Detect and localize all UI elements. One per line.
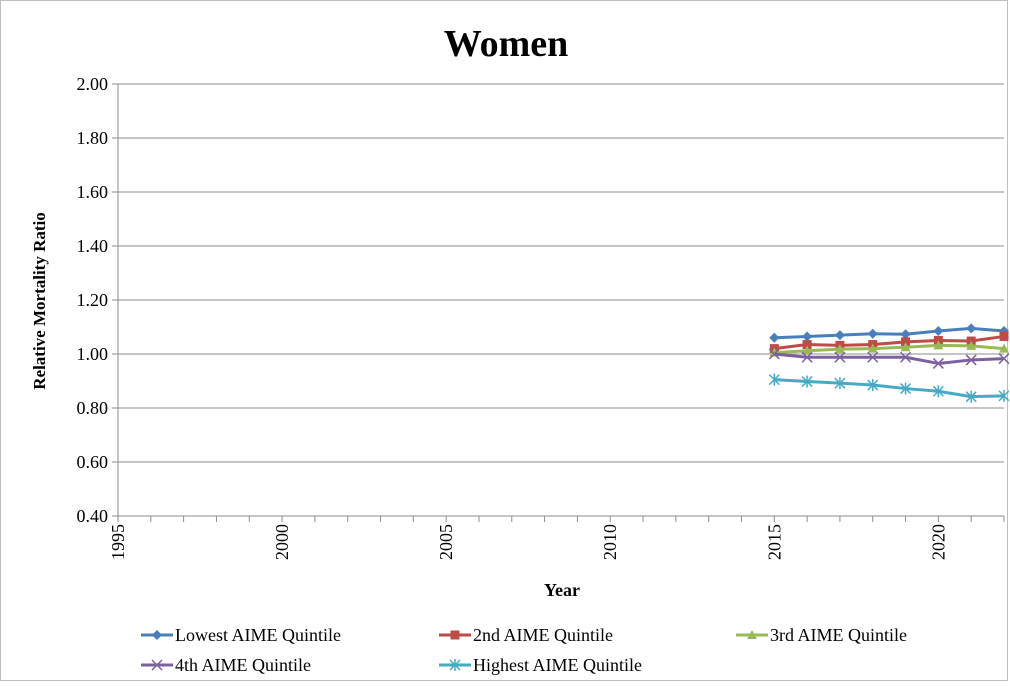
legend-item: 3rd AIME Quintile: [736, 625, 907, 645]
data-point: [932, 357, 944, 369]
gridlines: [118, 83, 1004, 463]
data-point: [867, 379, 879, 392]
data-point: [867, 351, 879, 363]
data-point: [450, 630, 460, 640]
data-point: [834, 344, 845, 354]
legend-item: 2nd AIME Quintile: [439, 625, 613, 645]
legend-label: 2nd AIME Quintile: [473, 625, 613, 645]
data-point: [768, 373, 780, 386]
data-point: [965, 354, 977, 366]
legend-item: Highest AIME Quintile: [439, 655, 642, 675]
data-point: [834, 351, 846, 363]
data-point: [801, 351, 813, 363]
y-axis-label: Relative Mortality Ratio: [30, 212, 49, 390]
data-point: [801, 375, 813, 388]
data-point: [802, 345, 813, 355]
series-5: [768, 373, 1010, 403]
data-point: [834, 377, 846, 390]
series-4: [768, 348, 1010, 369]
legend-label: 4th AIME Quintile: [175, 655, 311, 675]
series-3: [769, 340, 1009, 357]
y-tick-label: 0.80: [77, 398, 109, 418]
data-point: [900, 382, 912, 395]
series-layer: [768, 323, 1010, 403]
data-point: [901, 337, 911, 347]
data-point: [769, 332, 780, 343]
data-point: [998, 353, 1010, 365]
y-tick-label: 1.00: [77, 344, 109, 364]
legend-label: 3rd AIME Quintile: [770, 625, 907, 645]
data-point: [768, 348, 780, 360]
x-tick-labels: 1995 2000 2005 2010 2015 2020: [108, 524, 948, 560]
data-point: [933, 340, 944, 350]
legend-label: Highest AIME Quintile: [473, 655, 642, 675]
x-tick-label: 2000: [272, 524, 292, 560]
x-tick-label: 2015: [764, 524, 784, 560]
x-axis-label: Year: [544, 580, 580, 600]
x-tick-label: 1995: [108, 524, 128, 560]
data-point: [966, 340, 977, 350]
data-point: [998, 389, 1010, 402]
data-point: [449, 659, 461, 671]
data-point: [802, 340, 812, 350]
y-tick-label: 2.00: [77, 74, 109, 94]
data-point: [152, 630, 162, 640]
legend-item: 4th AIME Quintile: [141, 655, 311, 675]
data-point: [867, 343, 878, 353]
data-point: [834, 330, 845, 341]
chart-title: Women: [444, 23, 569, 65]
data-point: [900, 351, 912, 363]
data-point: [932, 385, 944, 398]
legend-item: Lowest AIME Quintile: [141, 625, 341, 645]
data-point: [999, 331, 1009, 341]
y-tick-labels: 0.40 0.60 0.80 1.00 1.20 1.40 1.60 1.80 2.00: [77, 74, 109, 526]
series-line: [774, 334, 1005, 351]
legend-label: Lowest AIME Quintile: [175, 625, 341, 645]
data-point: [900, 342, 911, 352]
series-line: [774, 352, 1005, 365]
data-point: [802, 331, 813, 342]
series-line: [774, 378, 1005, 399]
y-tick-label: 1.80: [77, 128, 109, 148]
y-tick-label: 1.40: [77, 236, 109, 256]
y-tick-label: 1.20: [77, 290, 109, 310]
x-tick-label: 2005: [436, 524, 456, 560]
data-point: [966, 323, 977, 334]
y-tick-label: 1.60: [77, 182, 109, 202]
series-line: [774, 343, 1005, 355]
data-point: [900, 329, 911, 340]
x-tick-label: 2010: [600, 524, 620, 560]
y-tick-label: 0.60: [77, 452, 109, 472]
data-point: [867, 328, 878, 339]
axes: [112, 83, 1005, 522]
y-tick-label: 0.40: [77, 506, 109, 526]
data-point: [747, 630, 757, 639]
legend: Lowest AIME Quintile 2nd AIME Quintile 3rd…: [141, 625, 907, 675]
data-point: [933, 326, 944, 337]
data-point: [999, 343, 1009, 353]
x-tick-label: 2020: [928, 524, 948, 560]
data-point: [151, 659, 163, 671]
data-point: [965, 390, 977, 403]
series-line: [774, 326, 1005, 340]
